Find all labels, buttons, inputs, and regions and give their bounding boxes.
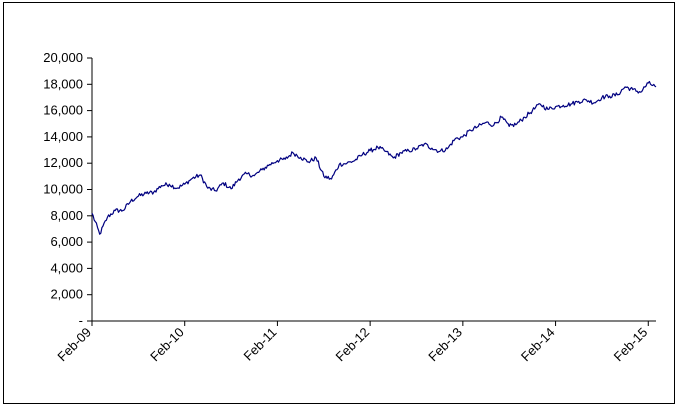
x-tick-label: Feb-12 bbox=[333, 325, 373, 365]
x-tick-label: Feb-09 bbox=[54, 325, 94, 365]
y-tick-label: 20,000 bbox=[43, 50, 83, 65]
chart-frame: - 2,000 4,000 6,000 8,000 10,000 12,000 14,000 1… bbox=[3, 2, 675, 404]
y-tick-label: 4,000 bbox=[50, 260, 83, 275]
y-tick-label: 2,000 bbox=[50, 287, 83, 302]
y-tick-label: 12,000 bbox=[43, 155, 83, 170]
y-tick-label: 8,000 bbox=[50, 208, 83, 223]
y-tick-label: 6,000 bbox=[50, 234, 83, 249]
x-axis: Feb-09 Feb-10 Feb-11 Feb-12 Feb-13 Feb-14 Feb-… bbox=[54, 320, 656, 365]
x-tick-label: Feb-13 bbox=[425, 325, 465, 365]
series-line-0 bbox=[91, 80, 657, 235]
line-chart: - 2,000 4,000 6,000 8,000 10,000 12,000 14,000 1… bbox=[43, 50, 657, 365]
y-tick-label: 16,000 bbox=[43, 103, 83, 118]
y-tick-label: - bbox=[79, 313, 83, 328]
x-tick-label: Feb-14 bbox=[518, 325, 558, 365]
x-tick-label: Feb-10 bbox=[147, 325, 187, 365]
y-tick-label: 14,000 bbox=[43, 129, 83, 144]
series-group bbox=[91, 80, 657, 235]
x-tick-label: Feb-15 bbox=[611, 325, 651, 365]
y-tick-label: 18,000 bbox=[43, 76, 83, 91]
x-tick-label: Feb-11 bbox=[240, 325, 279, 364]
y-axis: - 2,000 4,000 6,000 8,000 10,000 12,000 14,000 1… bbox=[43, 50, 93, 328]
y-tick-label: 10,000 bbox=[43, 182, 83, 197]
